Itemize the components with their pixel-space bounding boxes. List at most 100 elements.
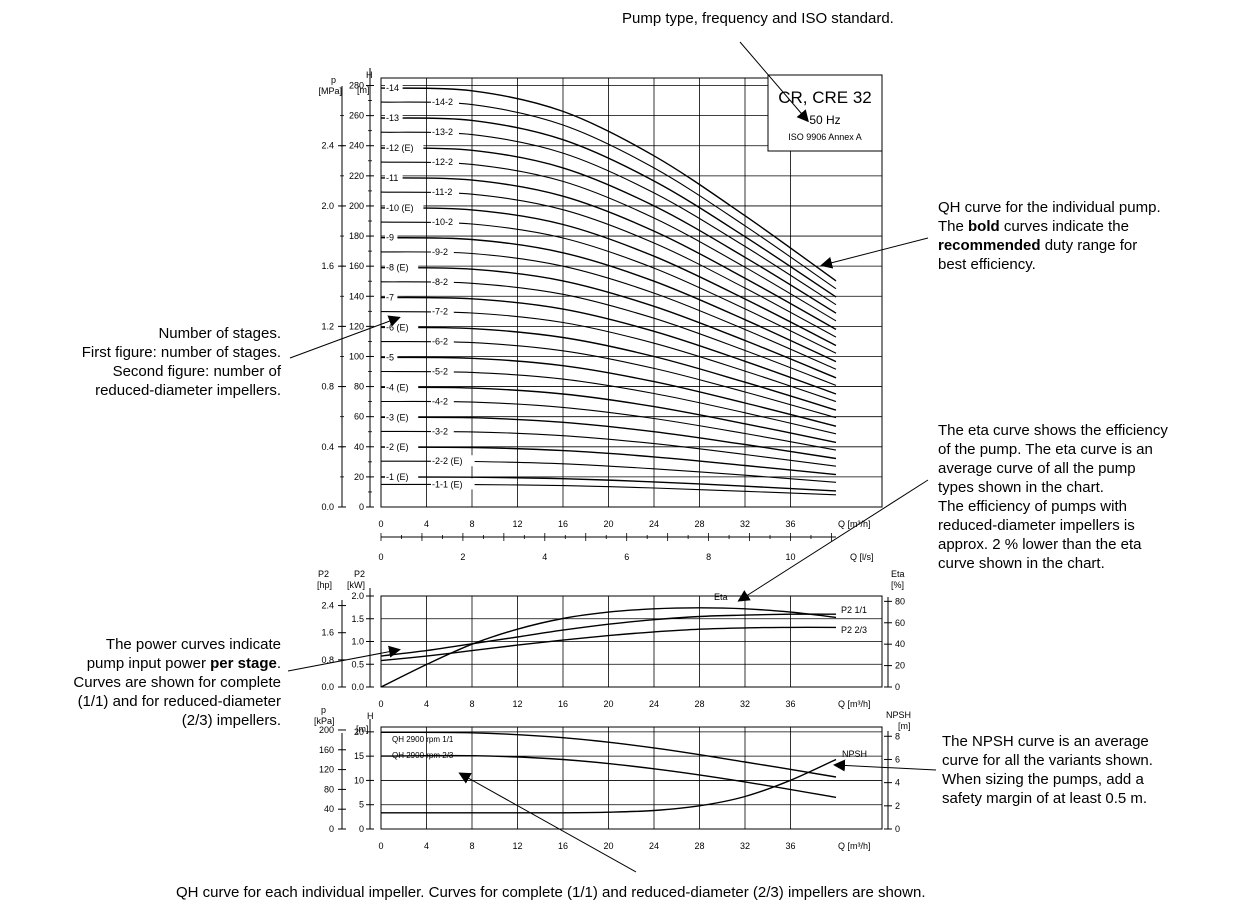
- qh-curve-label-17: -6-2: [432, 337, 448, 347]
- q-tick-label: 36: [785, 519, 795, 529]
- npsh-axis-label: NPSH: [886, 710, 911, 720]
- qh-curve-label-bg: [431, 478, 475, 490]
- q-tick-label: 4: [424, 699, 429, 709]
- q-tick-label: 32: [740, 841, 750, 851]
- qh-curve-14: [380, 296, 837, 395]
- annotation-arrows: [287, 41, 937, 873]
- qh-curve-label-bg: [385, 441, 419, 453]
- plot-frame: [380, 77, 883, 508]
- npsh-line3: When sizing the pumps, add a: [942, 771, 1144, 788]
- kw-tick-label: 1.0: [351, 637, 364, 647]
- eta-line7: approx. 2 % lower than the eta: [938, 536, 1142, 553]
- q-axis-label: Q [m³/h]: [838, 519, 871, 529]
- npsh-curve-label: NPSH: [842, 749, 867, 759]
- q-tick-label: 8: [469, 519, 474, 529]
- qh-curve-17: [380, 341, 837, 419]
- h-tick-label: 100: [349, 351, 364, 361]
- qh-npsh-chart-panel: 05101520H[m]04080120160200p[kPa]02468NPS…: [314, 705, 911, 851]
- qh-curve-label-bg: [431, 156, 459, 168]
- h-axis-unit: [m]: [357, 85, 370, 95]
- eta-tick-label: 60: [895, 618, 905, 628]
- p-tick-label: 1.6: [321, 261, 334, 271]
- qh-curve-10: [380, 237, 837, 363]
- plot-frame: [380, 595, 883, 688]
- q-tick-label: 36: [785, 841, 795, 851]
- qh-curve-label-bg: [385, 471, 419, 483]
- q-tick-label: 32: [740, 519, 750, 529]
- h-tick-label: 240: [349, 141, 364, 151]
- qh-curve-label-23: -3-2: [432, 426, 448, 436]
- qh-curve-13: [380, 281, 837, 386]
- q-tick-label: 4: [424, 841, 429, 851]
- p-tick-label: 1.2: [321, 321, 334, 331]
- h-tick-label: 10: [354, 775, 364, 785]
- qh-curve-label-bg: [431, 96, 459, 108]
- npsh-line2: curve for all the variants shown.: [942, 752, 1153, 769]
- qh-curve-label-bg: [385, 112, 403, 124]
- qh-curve-label-bg: [431, 275, 454, 287]
- q-tick-label: 36: [785, 699, 795, 709]
- p-axis-label: p: [331, 75, 336, 85]
- q-tick-label: 4: [424, 519, 429, 529]
- q-tick-label: 0: [378, 841, 383, 851]
- qh-curve-label-14: -7: [386, 292, 394, 302]
- annotation-qh-individual: QH curve for the individual pump. The bo…: [938, 198, 1238, 274]
- qh-curve-label-bg: [431, 216, 459, 228]
- kw-tick-label: 2.0: [351, 591, 364, 601]
- h-axis-label: H: [367, 711, 374, 721]
- h-tick-label: 0: [359, 502, 364, 512]
- eta-axis-unit: [%]: [891, 580, 904, 590]
- power-eta-curve-1: [380, 613, 837, 657]
- qh-curve-label-bg: [385, 82, 403, 94]
- qh-npsh-curve-1: [380, 754, 837, 799]
- qh-curve-label-bg: [385, 231, 398, 243]
- stages-line4: reduced-diameter impellers.: [95, 382, 281, 399]
- qh-curve-label-bg: [385, 291, 398, 303]
- hp-tick-label: 0.0: [321, 682, 334, 692]
- frequency-label: 50 Hz: [809, 113, 840, 127]
- npsh-tick-label: 2: [895, 801, 900, 811]
- qh-curve-label-bg: [431, 186, 459, 198]
- eta-line5: The efficiency of pumps with: [938, 498, 1127, 515]
- qh-curve-23: [380, 430, 837, 467]
- npsh-line4: safety margin of at least 0.5 m.: [942, 790, 1148, 807]
- qh-full-label: QH 2900 rpm 1/1: [392, 735, 454, 744]
- q-tick-label: 20: [603, 699, 613, 709]
- qh-curve-15: [380, 311, 837, 403]
- qh-individual-bold: bold: [968, 218, 1000, 235]
- qh-curve-9: [380, 221, 837, 354]
- stages-line3: Second figure: number of: [112, 363, 281, 380]
- qh-curve-label-bg: [431, 305, 454, 317]
- eta-tick-label: 20: [895, 661, 905, 671]
- qh-npsh-curve-2: [381, 758, 837, 814]
- qh-curve-19: [380, 370, 837, 435]
- npsh-tick-label: 8: [895, 731, 900, 741]
- eta-line8: curve shown in the chart.: [938, 555, 1105, 572]
- p2-reduced-label: P2 2/3: [841, 625, 867, 635]
- eta-line3: average curve of all the pump: [938, 460, 1136, 477]
- annotation-eta: The eta curve shows the efficiency of th…: [938, 421, 1238, 573]
- eta-line4: types shown in the chart.: [938, 479, 1104, 496]
- q-axis-label: Q [m³/h]: [838, 841, 871, 851]
- qh-curve-20: [380, 386, 837, 444]
- q-tick-label: 28: [694, 519, 704, 529]
- h-tick-label: 120: [349, 321, 364, 331]
- q-tick-label: 20: [603, 841, 613, 851]
- qh-curve-label-bg: [385, 201, 424, 213]
- h-tick-label: 60: [354, 412, 364, 422]
- annotation-impeller-qh: QH curve for each individual impeller. C…: [176, 884, 926, 901]
- power-eta-curve-2: [380, 626, 837, 662]
- qh-curve-label-bg: [431, 245, 454, 257]
- qh-curve-label-bg: [385, 141, 424, 153]
- kpa-tick-label: 0: [329, 824, 334, 834]
- qh-curve-label-19: -5-2: [432, 367, 448, 377]
- power-line2a: pump input power: [86, 655, 211, 672]
- pump-info-box: CR, CRE 32 50 Hz ISO 9906 Annex A: [767, 74, 883, 152]
- qh-curve-3: [380, 131, 837, 306]
- qh-curve-label-27: -1-1 (E): [432, 479, 463, 489]
- hp-axis-label: P2: [318, 569, 329, 579]
- power-line1: The power curves indicate: [105, 636, 281, 653]
- qh-curve-label-24: -2 (E): [386, 442, 409, 452]
- h-tick-label: 260: [349, 111, 364, 121]
- arrow-impeller-qh: [458, 772, 637, 873]
